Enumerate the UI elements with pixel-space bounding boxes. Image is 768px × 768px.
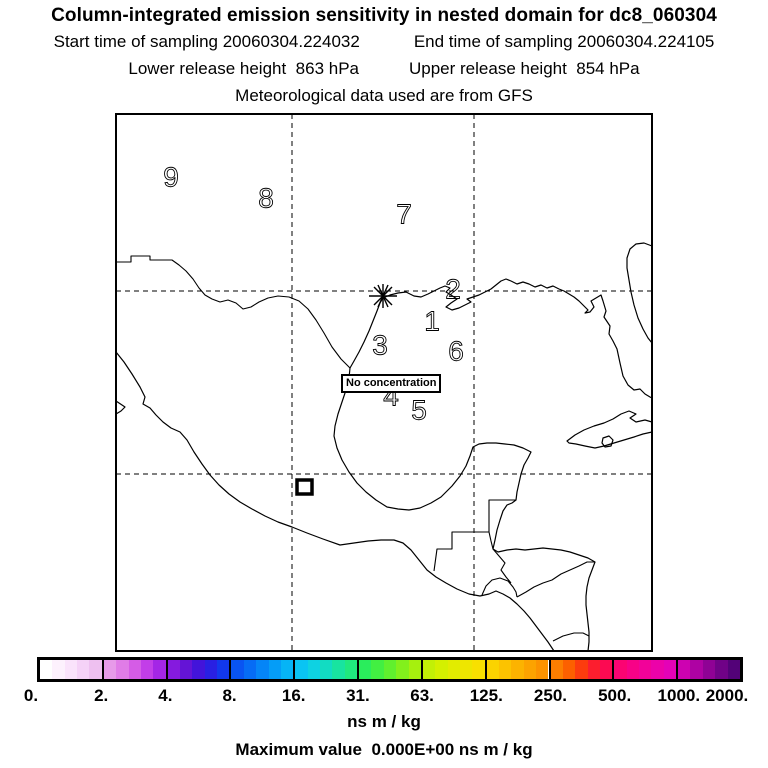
- start-time-text: Start time of sampling 20060304.224032: [53, 32, 360, 51]
- track-section-number: 9: [163, 162, 179, 193]
- colorbar-interval: [357, 660, 421, 679]
- sampling-times-line: Start time of sampling 20060304.224032 E…: [0, 32, 768, 52]
- baja-tip: [115, 400, 126, 415]
- track-section-number: 1: [424, 306, 440, 337]
- met-data-text: Meteorological data used are from GFS: [235, 86, 533, 105]
- gulf-north-coast-florida: [349, 278, 653, 399]
- colorbar-tick-label: 31.: [346, 686, 370, 705]
- colorbar-units-label: ns m / kg: [347, 712, 421, 731]
- colorbar-tick-label: 8.: [222, 686, 237, 705]
- colorbar-tick-label: 2000.: [705, 686, 749, 705]
- track-section-number: 2: [445, 274, 461, 305]
- lower-release-text: Lower release height 863 hPa: [128, 59, 359, 78]
- colorbar-interval: [293, 660, 358, 679]
- colorbar-interval: [612, 660, 677, 679]
- track-section-number: 6: [448, 336, 464, 367]
- upper-release-text: Upper release height 854 hPa: [409, 59, 640, 78]
- track-section-number: 5: [411, 395, 427, 426]
- colorbar-tick-label: 63.: [410, 686, 434, 705]
- cuba: [566, 410, 653, 449]
- map-frame: [115, 113, 653, 652]
- square-marker: [295, 478, 314, 496]
- colorbar-tick-label: 125.: [469, 686, 503, 705]
- page-title: Column-integrated emission sensitivity i…: [51, 5, 717, 26]
- maximum-value-text: Maximum value 0.000E+00 ns m / kg: [235, 740, 533, 759]
- release-heights-line: Lower release height 863 hPa Upper relea…: [0, 59, 768, 79]
- colorbar-tick-label: 16.: [281, 686, 306, 705]
- belize-south-border: [488, 531, 494, 550]
- no-concentration-annotation: No concentration: [341, 374, 442, 393]
- colorbar-tick-label: 4.: [158, 686, 173, 705]
- colorbar-tick-label: 1000.: [657, 686, 701, 705]
- release-point-asterisk-marker: [369, 284, 397, 308]
- colorbar-tick-label: 500.: [598, 686, 632, 705]
- coastlines: [115, 242, 653, 652]
- colorbar-tick-label: 0.: [23, 686, 39, 705]
- mexico-gulf-yucatan-caribbean: [333, 367, 596, 652]
- colorbar-interval: [548, 660, 613, 679]
- track-section-number: 8: [258, 183, 274, 214]
- guatemala-honduras-border: [492, 548, 512, 584]
- colorbar-interval: [484, 660, 549, 679]
- end-time-text: End time of sampling 20060304.224105: [413, 32, 715, 51]
- colorbar-interval: [40, 660, 102, 679]
- colorbar-tick-label: 2.: [94, 686, 109, 705]
- track-section-number: 3: [372, 330, 388, 361]
- colorbar-segments: [37, 657, 743, 682]
- guatemala-belize-borders: [433, 499, 516, 572]
- colorbar-interval: [101, 660, 166, 679]
- colorbar-interval: [165, 660, 230, 679]
- track-section-number: 7: [396, 199, 412, 230]
- el-salvador-borders: [481, 577, 518, 598]
- isla-juventud: [601, 435, 614, 448]
- us-east-coast: [626, 242, 653, 344]
- us-mexico-border: [116, 255, 351, 369]
- colorbar-interval: [420, 660, 485, 679]
- colorbar-interval: [229, 660, 294, 679]
- honduras-nicaragua-border: [516, 561, 595, 598]
- colorbar-tick-label: 250.: [533, 686, 567, 705]
- colorbar-interval: [676, 660, 740, 679]
- nicaragua-costarica-border: [552, 632, 590, 642]
- colorbar-ticks: 0. 2. 4. 8. 16. 31. 63. 125. 250. 500. 1000. 2000.: [24, 686, 748, 708]
- pacific-coast: [115, 351, 555, 652]
